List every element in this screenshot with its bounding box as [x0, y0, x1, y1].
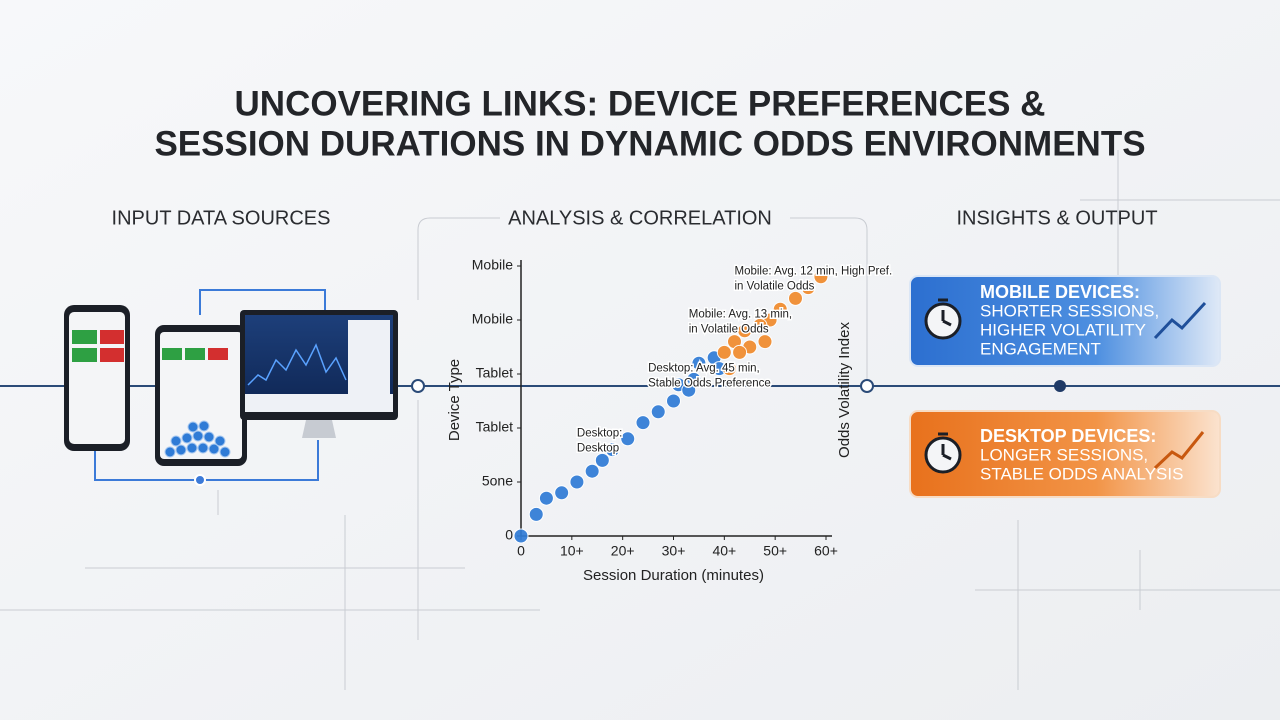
insight-title: MOBILE DEVICES: [980, 282, 1140, 302]
title-line: UNCOVERING LINKS: DEVICE PREFERENCES & [235, 84, 1046, 123]
point [800, 280, 816, 296]
x-tick-label: 40+ [712, 543, 736, 559]
annotation: Mobile: Avg. 13 min, [689, 309, 792, 321]
insight-cards [909, 275, 1221, 498]
insight-line: HIGHER VOLATILITY [980, 320, 1146, 339]
point [752, 317, 768, 333]
insight-line: LONGER SESSIONS, [980, 445, 1148, 464]
y-tick-label: Mobile [472, 311, 513, 327]
insight-line: SHORTER SESSIONS, [980, 301, 1159, 320]
point [513, 528, 529, 544]
point [635, 415, 651, 431]
point [569, 474, 585, 490]
point [584, 463, 600, 479]
insight-title: DESKTOP DEVICES: [980, 426, 1156, 446]
point [528, 506, 544, 522]
y-axis-label: Device Type [446, 359, 463, 441]
x-tick-label: 10+ [560, 543, 584, 559]
devices [64, 305, 398, 466]
point [732, 344, 748, 360]
x-tick-label: 30+ [662, 543, 686, 559]
title-line: SESSION DURATIONS IN DYNAMIC ODDS ENVIRO… [154, 124, 1145, 163]
y-tick-label: Tablet [476, 419, 513, 435]
section-heading: INSIGHTS & OUTPUT [956, 207, 1157, 229]
section-heading: ANALYSIS & CORRELATION [508, 207, 772, 229]
y2-axis-label: Odds Volatility Index [836, 322, 853, 458]
point [605, 442, 620, 458]
y-tick-label: Tablet [476, 365, 513, 381]
point [813, 269, 829, 285]
annotation: Stable Odds Preference [648, 378, 771, 390]
point [554, 485, 570, 501]
y-tick-label: 0 [505, 527, 513, 543]
point [650, 404, 666, 420]
insight-line: STABLE ODDS ANALYSIS [980, 464, 1183, 483]
x-tick-label: 60+ [814, 543, 838, 559]
chart: 0 10+ 20+ 30+ 40+ 50+ 60+ 0 5one Tablet Tablet Mobi… [446, 257, 894, 584]
point [772, 301, 788, 317]
annotation: Desktop: Avg. 45 min, [648, 363, 760, 375]
point [620, 431, 636, 447]
point [538, 490, 554, 506]
annotation: Desktop: [577, 427, 622, 439]
point [691, 355, 707, 371]
section-heading: INPUT DATA SOURCES [112, 207, 331, 229]
point [681, 382, 697, 398]
y-tick-label: 5one [482, 473, 513, 489]
insight-line: ENGAGEMENT [980, 339, 1101, 358]
point [737, 323, 753, 339]
annotation: in Volatile Odds [689, 324, 769, 336]
annotation: Mobile: Avg. 12 min, High Pref. [735, 265, 893, 277]
point [594, 452, 610, 468]
titles: UNCOVERING LINKS: DEVICE PREFERENCES & S… [112, 84, 1158, 229]
annotation: in Volatile Odds [735, 280, 815, 292]
x-tick-label: 20+ [611, 543, 635, 559]
x-tick-label: 0 [517, 543, 525, 559]
x-axis-label: Session Duration (minutes) [583, 567, 764, 584]
annotation: Desktop [577, 442, 619, 454]
point [788, 290, 803, 306]
point [721, 361, 737, 377]
point [666, 393, 681, 409]
point [716, 344, 732, 360]
x-tick-label: 50+ [763, 543, 787, 559]
point [757, 334, 773, 350]
y-tick-label: Mobile [472, 257, 513, 273]
